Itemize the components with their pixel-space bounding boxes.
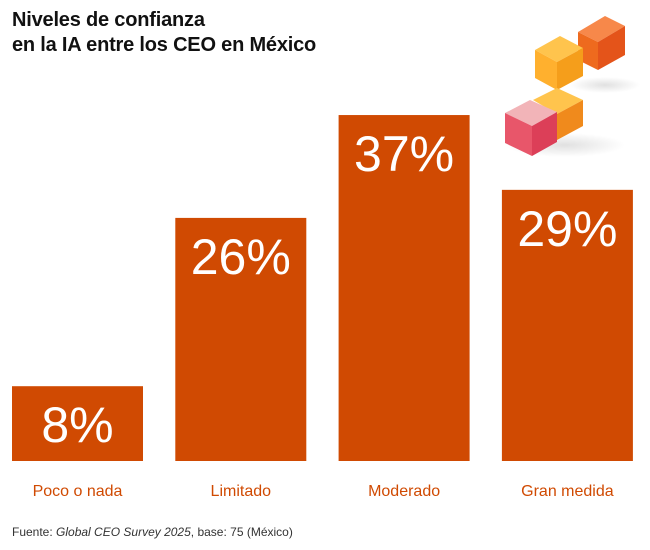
- category-label-2: Moderado: [368, 483, 440, 500]
- chart-title-line-2: en la IA entre los CEO en México: [12, 34, 317, 56]
- bar-0: [12, 386, 143, 461]
- stacked-cubes-icon: [505, 16, 640, 157]
- bar-2: [338, 115, 470, 462]
- chart-title: Niveles de confianza en la IA entre los …: [12, 8, 316, 58]
- source-survey-name: Global CEO Survey 2025: [56, 525, 191, 539]
- category-label-0: Poco o nada: [33, 483, 123, 500]
- value-label-0: 8%: [41, 397, 113, 453]
- category-label-1: Limitado: [211, 483, 272, 500]
- value-label-3: 29%: [517, 201, 617, 257]
- source-suffix: , base: 75 (México): [190, 525, 293, 539]
- bar-3: [501, 189, 633, 461]
- source-note: Fuente: Global CEO Survey 2025, base: 75…: [12, 525, 293, 539]
- bar-1: [175, 217, 307, 461]
- source-prefix: Fuente:: [12, 525, 57, 539]
- category-label-3: Gran medida: [521, 483, 614, 500]
- value-label-2: 37%: [354, 126, 454, 182]
- value-label-1: 26%: [191, 229, 291, 285]
- chart-title-line-1: Niveles de confianza: [12, 9, 205, 31]
